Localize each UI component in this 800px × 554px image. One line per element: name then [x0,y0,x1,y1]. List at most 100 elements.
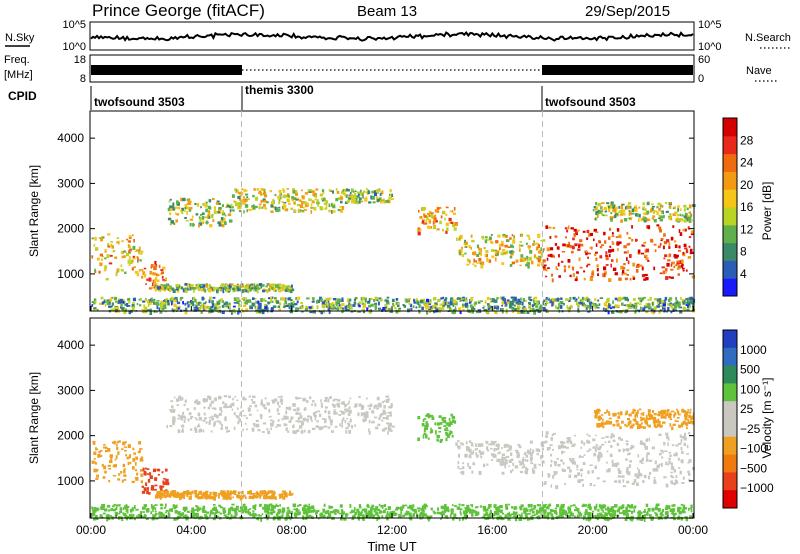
velocity-cell [668,460,671,464]
velocity-cell [272,495,276,500]
velocity-cell [623,509,627,513]
power-cell [540,251,543,256]
power-cell [160,273,163,276]
power-cell [556,246,560,250]
velocity-cell [130,508,133,513]
power-cell [153,272,157,276]
velocity-cell [633,479,637,483]
velocity-cell [381,401,384,404]
power-cell [495,305,498,308]
power-cell [679,260,683,264]
velocity-cell [373,514,376,519]
power-cell [601,202,605,204]
power-cell [169,212,172,216]
power-cell [526,255,529,260]
power-cell [190,200,193,203]
power-cell [375,297,378,301]
velocity-cell [576,507,579,511]
velocity-cell [562,469,566,472]
power-cell [510,251,514,254]
power-cell [681,299,685,302]
velocity-cell [92,513,96,516]
velocity-cell [272,517,276,521]
power-cell [226,289,228,293]
power-cell [596,264,599,268]
velocity-cell [628,464,632,468]
velocity-cell [305,513,309,517]
velocity-cell [527,513,531,515]
velocity-cell [492,517,495,520]
velocity-cell [277,508,282,513]
velocity-cell [261,492,264,496]
velocity-cell [331,430,334,433]
power-cell [260,285,263,289]
power-cell [677,207,679,212]
velocity-cell [296,510,299,512]
power-cell [425,219,428,223]
velocity-cell [480,443,484,447]
power-cell [458,249,462,253]
velocity-cell [128,454,132,459]
velocity-cell [478,471,482,475]
power-cell [566,305,569,309]
power-cell [221,212,226,216]
power-cell [488,259,492,263]
velocity-cell [179,496,182,501]
velocity-cell [559,446,562,449]
power-cell [454,223,458,227]
velocity-cell [98,450,101,454]
velocity-cell [328,415,331,418]
velocity-cell [92,511,96,515]
power-cell [606,304,610,309]
velocity-cell [519,463,523,466]
power-cell [216,200,220,203]
power-cell [686,207,689,211]
velocity-cell [585,517,588,521]
power-cell [619,310,623,314]
velocity-cell [616,509,620,513]
power-cell [578,244,581,248]
velocity-cell [229,506,234,510]
velocity-cell [266,428,269,431]
power-cell [206,220,208,225]
velocity-cell [680,439,683,443]
velocity-cell [207,395,210,399]
velocity-cell [201,494,204,497]
power-cell [624,277,628,281]
velocity-cell [186,494,189,497]
power-cell [262,298,266,302]
power-cell [436,228,440,231]
velocity-cell [630,510,634,513]
power-cell [671,261,674,265]
power-cell [129,260,133,264]
velocity-cell [498,451,501,454]
power-cell [433,225,436,227]
power-cell [453,299,457,304]
power-cell [481,237,485,240]
power-cell [672,308,675,312]
velocity-cell [388,514,392,518]
power-cell [264,207,267,210]
power-cell [355,201,359,205]
velocity-cell [464,511,468,516]
velocity-cell [243,398,247,401]
power-cell [94,236,97,241]
velocity-cell [630,518,634,522]
power-cell [301,310,304,313]
velocity-cell [574,506,577,509]
power-cell [528,296,531,301]
velocity-cell [362,412,366,416]
velocity-cell [665,483,669,488]
velocity-cell [195,399,198,402]
velocity-cell [608,417,612,420]
velocity-cell [226,490,230,493]
power-cell [687,304,691,308]
power-cell [570,227,574,230]
power-cell [204,289,207,293]
velocity-cell [553,470,556,475]
velocity-cell [123,468,126,471]
power-cell [575,298,578,301]
power-cell [317,299,320,304]
velocity-cell [578,455,582,458]
power-cell [471,239,475,243]
